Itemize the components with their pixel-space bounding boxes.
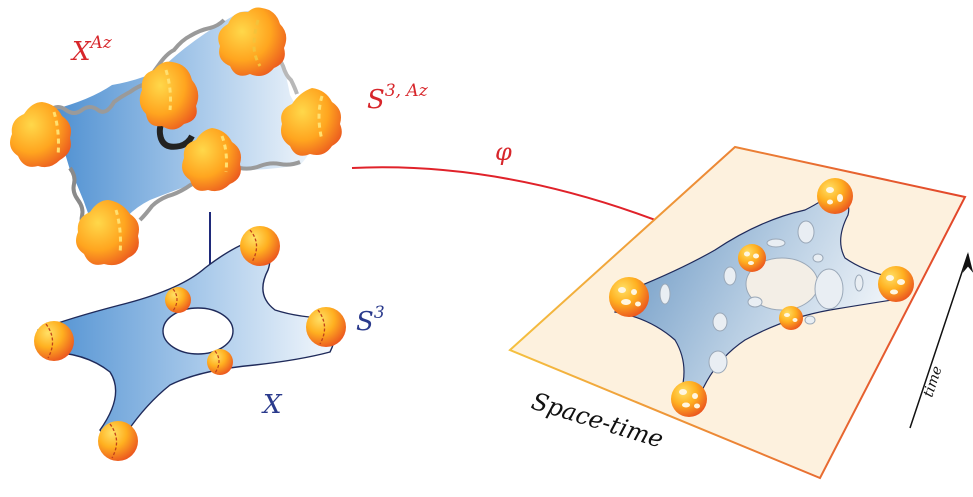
x-ball-bottom [98,421,138,461]
x-az-blob-left [10,102,71,168]
x-surface [34,226,346,461]
label-x: X [261,390,283,420]
x-az-blob-top [218,7,287,76]
x-az-blob-right [281,88,342,156]
spacetime-hole [659,283,671,305]
spacetime-hole [766,238,786,248]
spacetime-ball-small-bottom [779,306,803,330]
label-phi: φ [495,138,512,166]
spacetime-hole [812,253,824,263]
x-ball-right [306,307,346,347]
x-ball-left [34,321,74,361]
x-hole [162,307,234,355]
spacetime-ball-bottom [671,381,707,417]
x-az-blob-center [139,61,199,130]
x-ball-small-bottom [207,349,233,375]
spacetime-hole [723,266,737,286]
x-ball-topright [240,226,280,266]
label-s3: S3 [356,303,385,337]
x-az-blob-mid [182,128,241,192]
x-az-surface [10,7,342,266]
spacetime-hole [854,274,864,292]
spacetime-hole [804,315,816,325]
spacetime-hole [708,350,728,374]
time-arrow [909,251,973,429]
label-s3-az: S3, Az [367,81,429,115]
spacetime-hole [814,268,844,310]
spacetime-hole [747,296,763,308]
spacetime-hole [797,220,815,244]
spacetime-hole [712,312,728,332]
label-time: time [921,364,946,399]
spacetime-ball-topright [817,178,853,214]
spacetime-ball-small-top [738,244,766,272]
label-x-az: XAz [70,33,113,67]
x-az-wavy-edge [48,18,226,115]
spacetime-ball-left [609,277,649,317]
x-az-blob-bottom [76,200,139,266]
x-ball-small-top [165,287,191,313]
spacetime-ball-right [878,266,914,302]
spacetime-surface [609,178,914,417]
